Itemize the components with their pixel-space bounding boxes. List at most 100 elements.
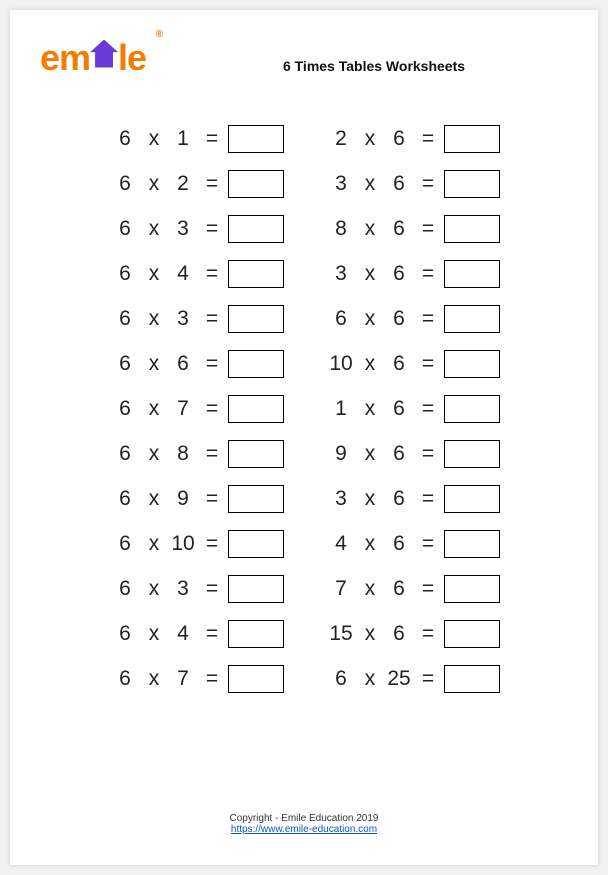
operand-a: 6 — [108, 352, 142, 376]
answer-box[interactable] — [228, 440, 284, 468]
equals: = — [200, 487, 224, 511]
answer-box[interactable] — [444, 125, 500, 153]
equals: = — [416, 397, 440, 421]
problem-row: 6x3= — [108, 215, 284, 243]
problem-row: 6x6= — [324, 305, 500, 333]
problem-row: 6x6= — [108, 350, 284, 378]
operand-b: 9 — [166, 487, 200, 511]
operator: x — [142, 442, 166, 466]
answer-box[interactable] — [228, 260, 284, 288]
operand-b: 6 — [382, 217, 416, 241]
operator: x — [358, 127, 382, 151]
operator: x — [358, 577, 382, 601]
answer-box[interactable] — [228, 530, 284, 558]
equals: = — [416, 127, 440, 151]
operator: x — [142, 622, 166, 646]
operator: x — [358, 352, 382, 376]
operator: x — [358, 307, 382, 331]
equals: = — [200, 352, 224, 376]
answer-box[interactable] — [228, 215, 284, 243]
operand-a: 3 — [324, 487, 358, 511]
answer-box[interactable] — [444, 530, 500, 558]
footer-link[interactable]: https://www.emile-education.com — [231, 824, 377, 835]
problem-row: 6x1= — [108, 125, 284, 153]
operand-a: 1 — [324, 397, 358, 421]
answer-box[interactable] — [444, 440, 500, 468]
problem-row: 6x4= — [108, 620, 284, 648]
operator: x — [142, 352, 166, 376]
header: em le ® 6 Times Tables Worksheets — [40, 30, 568, 85]
problem-row: 3x6= — [324, 260, 500, 288]
problem-row: 6x2= — [108, 170, 284, 198]
answer-box[interactable] — [444, 395, 500, 423]
operand-b: 4 — [166, 622, 200, 646]
equals: = — [416, 487, 440, 511]
answer-box[interactable] — [228, 620, 284, 648]
answer-box[interactable] — [228, 395, 284, 423]
left-column: 6x1=6x2=6x3=6x4=6x3=6x6=6x7=6x8=6x9=6x10… — [108, 125, 284, 803]
operand-a: 6 — [108, 127, 142, 151]
equals: = — [416, 532, 440, 556]
operand-a: 6 — [108, 262, 142, 286]
problem-row: 7x6= — [324, 575, 500, 603]
operand-b: 1 — [166, 127, 200, 151]
operand-a: 6 — [108, 622, 142, 646]
registered-icon: ® — [156, 30, 162, 40]
answer-box[interactable] — [444, 620, 500, 648]
operand-b: 8 — [166, 442, 200, 466]
answer-box[interactable] — [444, 260, 500, 288]
answer-box[interactable] — [444, 485, 500, 513]
operator: x — [358, 262, 382, 286]
operand-b: 25 — [382, 667, 416, 691]
problem-row: 3x6= — [324, 170, 500, 198]
answer-box[interactable] — [444, 305, 500, 333]
equals: = — [416, 667, 440, 691]
emile-logo: em le ® — [40, 30, 160, 85]
equals: = — [416, 442, 440, 466]
operator: x — [358, 397, 382, 421]
answer-box[interactable] — [444, 575, 500, 603]
equals: = — [416, 217, 440, 241]
answer-box[interactable] — [228, 665, 284, 693]
operand-a: 6 — [108, 307, 142, 331]
equals: = — [200, 262, 224, 286]
answer-box[interactable] — [228, 170, 284, 198]
footer: Copyright - Emile Education 2019 https:/… — [40, 813, 568, 835]
operand-a: 7 — [324, 577, 358, 601]
equals: = — [416, 577, 440, 601]
problem-row: 6x10= — [108, 530, 284, 558]
problem-row: 6x9= — [108, 485, 284, 513]
operand-a: 6 — [324, 307, 358, 331]
operand-a: 9 — [324, 442, 358, 466]
operand-b: 3 — [166, 217, 200, 241]
answer-box[interactable] — [228, 125, 284, 153]
operand-b: 6 — [382, 442, 416, 466]
answer-box[interactable] — [228, 485, 284, 513]
operand-b: 3 — [166, 577, 200, 601]
equals: = — [200, 397, 224, 421]
operator: x — [358, 172, 382, 196]
answer-box[interactable] — [228, 350, 284, 378]
answer-box[interactable] — [228, 575, 284, 603]
operator: x — [142, 577, 166, 601]
answer-box[interactable] — [444, 350, 500, 378]
equals: = — [200, 667, 224, 691]
operand-a: 6 — [108, 532, 142, 556]
answer-box[interactable] — [444, 170, 500, 198]
answer-box[interactable] — [444, 215, 500, 243]
operand-b: 6 — [382, 397, 416, 421]
operand-b: 3 — [166, 307, 200, 331]
operand-b: 4 — [166, 262, 200, 286]
operator: x — [358, 217, 382, 241]
operator: x — [142, 397, 166, 421]
equals: = — [416, 352, 440, 376]
answer-box[interactable] — [228, 305, 284, 333]
problem-row: 6x7= — [108, 395, 284, 423]
equals: = — [200, 622, 224, 646]
operator: x — [142, 172, 166, 196]
operand-b: 6 — [382, 307, 416, 331]
operand-b: 7 — [166, 667, 200, 691]
operand-b: 6 — [382, 622, 416, 646]
operator: x — [358, 442, 382, 466]
answer-box[interactable] — [444, 665, 500, 693]
